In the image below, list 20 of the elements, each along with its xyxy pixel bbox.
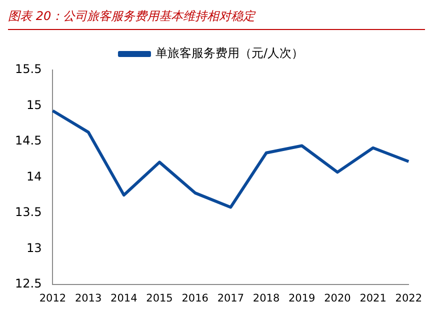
y-tick-label: 12.5: [15, 276, 42, 291]
x-tick-label: 2013: [74, 292, 102, 304]
y-tick-label: 14.5: [15, 134, 42, 148]
legend-label: 单旅客服务费用（元/人次）: [155, 46, 304, 60]
x-tick-label: 2021: [360, 292, 386, 304]
x-tick-label: 2016: [182, 292, 209, 304]
x-tick-label: 2012: [39, 292, 66, 304]
x-tick-label: 2019: [288, 292, 316, 304]
chart-title: 图表 20：公司旅客服务费用基本维持相对稳定: [8, 8, 425, 30]
y-tick-label: 15: [26, 98, 42, 112]
x-tick-label: 2015: [146, 292, 173, 304]
x-tick-label: 2017: [217, 292, 244, 304]
y-tick-label: 13.5: [15, 205, 42, 220]
y-tick-label: 15.5: [15, 62, 42, 76]
x-tick-label: 2020: [324, 292, 351, 304]
y-tick-label: 14: [26, 169, 42, 184]
x-tick-label: 2014: [110, 292, 138, 304]
x-tick-label: 2018: [252, 292, 280, 304]
y-tick-label: 13: [26, 240, 42, 255]
x-tick-label: 2022: [395, 292, 422, 304]
